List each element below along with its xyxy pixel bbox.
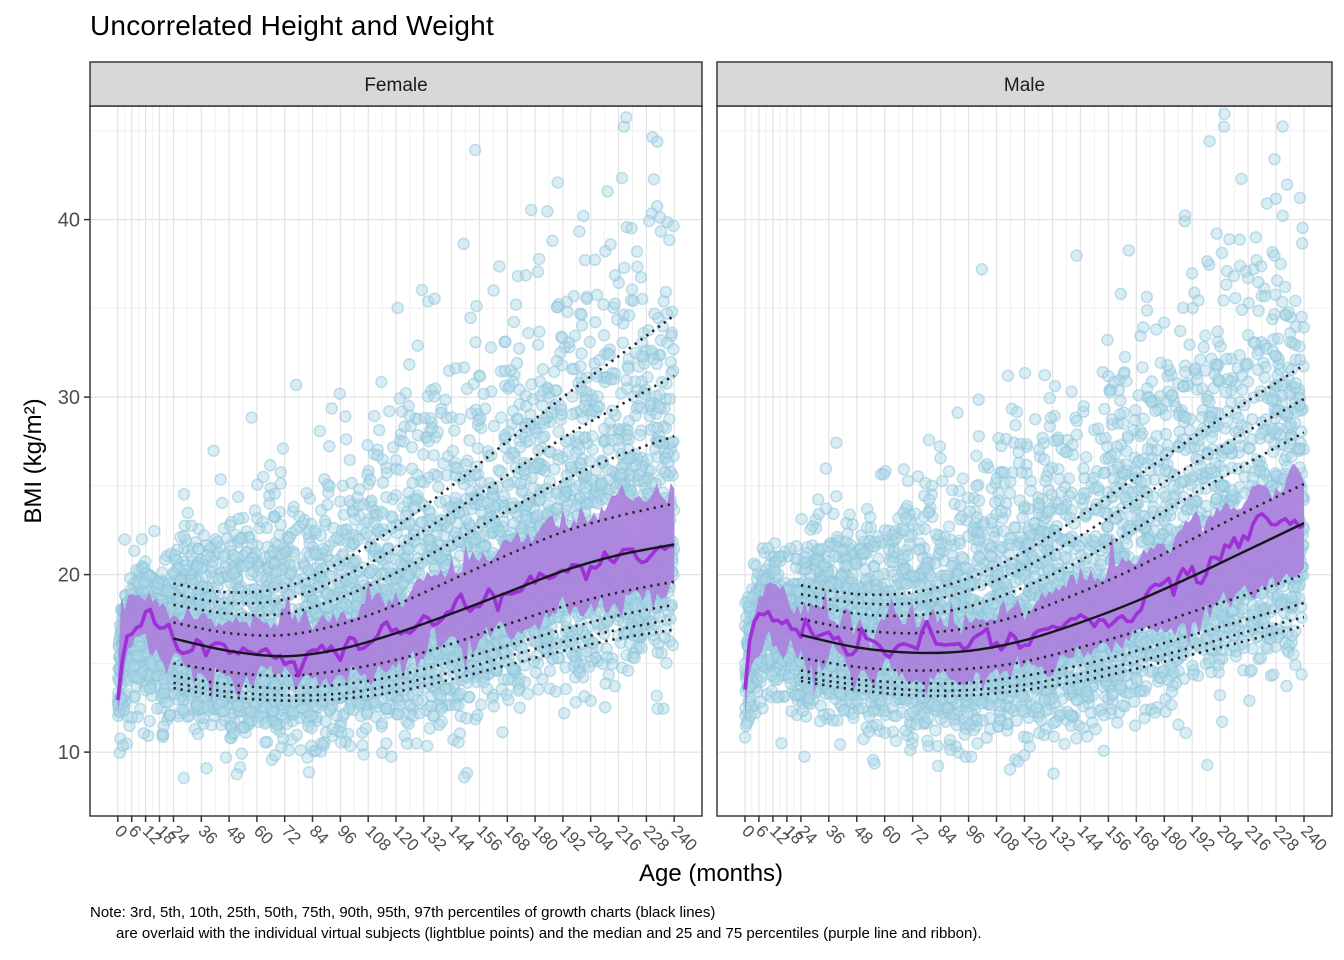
note-line-2: are overlaid with the individual virtual… [116,924,982,942]
chart-title: Uncorrelated Height and Weight [90,10,494,41]
x-tick-label: 84 [934,821,961,848]
y-tick-label: 40 [58,210,80,232]
x-tick-label: 60 [878,821,905,848]
x-tick-label: 204 [1213,821,1246,854]
x-tick-label: 72 [278,821,305,848]
x-tick-label: 144 [445,821,478,854]
x-tick-label: 168 [500,821,533,854]
growth-percentile-p5 [173,617,675,697]
x-tick-label: 240 [1297,821,1330,854]
x-tick-label: 48 [222,821,249,848]
x-tick-label: 36 [194,821,221,848]
growth-percentile-p50 [800,522,1305,655]
x-tick-label: 132 [1046,821,1079,854]
x-tick-label: 180 [528,821,561,854]
facet-strip [716,61,1333,107]
x-tick-label: 216 [612,821,645,854]
x-tick-label: 144 [1074,821,1107,854]
x-tick-label: 156 [473,821,506,854]
x-tick-label: 192 [556,821,589,854]
y-tick-label: 30 [58,387,80,409]
x-tick-label: 240 [667,821,700,854]
x-tick-label: 192 [1185,821,1218,854]
x-tick-label: 84 [306,821,333,848]
facet-strip [89,61,703,107]
x-tick-label: 216 [1241,821,1274,854]
facet-strip-label: Female [364,75,427,96]
growth-percentile-p90 [800,431,1305,618]
growth-percentile-p10 [173,603,675,690]
note-line-1: Note: 3rd, 5th, 10th, 25th, 50th, 75th, … [90,904,716,921]
x-tick-label: 96 [962,821,989,848]
growth-percentile-p10 [800,601,1305,685]
x-tick-label: 204 [584,821,617,854]
y-axis-title: BMI (kg/m²) [20,398,47,524]
growth-percentile-p25 [800,573,1305,672]
growth-percentile-p50 [173,543,675,658]
growth-percentile-p3 [800,624,1305,698]
x-tick-label: 120 [389,821,422,854]
x-tick-label: 168 [1129,821,1162,854]
note: Note: 3rd, 5th, 10th, 25th, 50th, 75th, … [90,903,982,944]
x-tick-label: 228 [640,821,673,854]
growth-percentile-p75 [173,502,675,637]
x-tick-label: 132 [417,821,450,854]
growth-percentile-p5 [800,615,1305,692]
x-tick-label: 48 [850,821,877,848]
x-tick-label: 60 [250,821,277,848]
virtual-median-line [743,512,1305,690]
x-tick-label: 180 [1157,821,1190,854]
y-tick-label: 20 [58,565,80,587]
x-tick-label: 156 [1102,821,1135,854]
x-tick-label: 72 [906,821,933,848]
x-tick-label: 36 [822,821,849,848]
x-tick-label: 108 [361,821,394,854]
x-tick-label: 120 [1018,821,1051,854]
x-tick-label: 96 [334,821,361,848]
growth-percentile-p3 [173,628,675,702]
x-axis-title: Age (months) [638,860,784,887]
growth-percentile-p25 [173,580,675,678]
x-tick-label: 228 [1269,821,1302,854]
facet-strip-label: Male [1004,75,1045,96]
y-tick-label: 10 [58,742,80,764]
x-tick-label: 108 [990,821,1023,854]
